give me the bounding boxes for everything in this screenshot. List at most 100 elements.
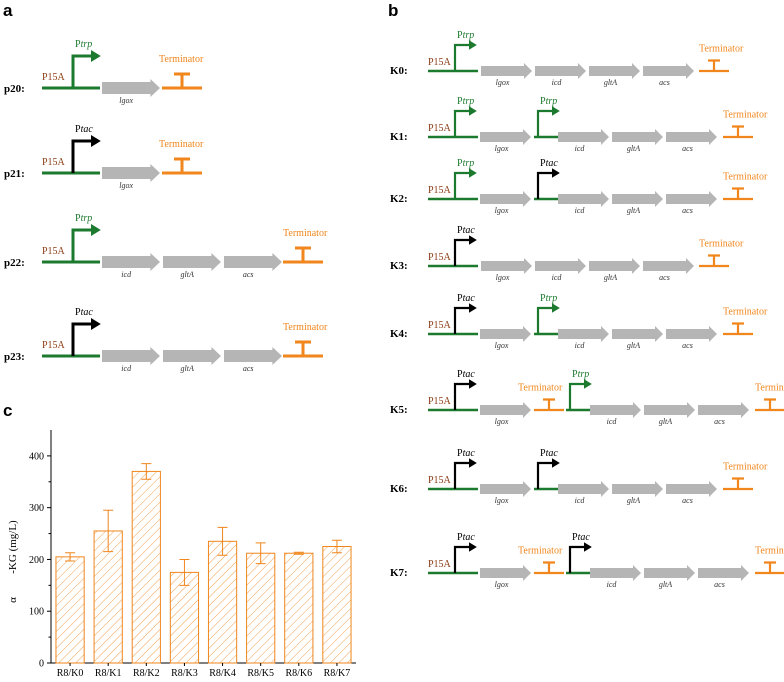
terminator-symbol	[723, 322, 753, 336]
gene-arrow-icd	[558, 481, 609, 497]
gene-arrow-acs	[698, 565, 749, 581]
gene-label-lgox: lgox	[495, 144, 509, 153]
gene-arrow-lgox	[102, 164, 160, 182]
promoter-tac-line	[536, 461, 552, 489]
promoter-trp-line	[568, 382, 584, 410]
y-tick-label: 100	[29, 607, 44, 618]
gene-label-lgox: lgox	[495, 496, 509, 505]
promoter-trp-arrowhead	[91, 50, 101, 62]
construct-p20: p20: P15A Ptrp lgox Terminator	[4, 39, 204, 105]
x-tick-label-R8/K5: R8/K5	[247, 668, 274, 679]
x-tick-label-R8/K3: R8/K3	[171, 668, 198, 679]
gene-arrow-gltA	[612, 129, 663, 145]
gene-arrow-gltA	[612, 481, 663, 497]
gene-arrow-gltA	[163, 253, 221, 271]
terminator-symbol	[162, 157, 202, 175]
bar-R8/K2	[131, 470, 161, 664]
p15a-label: P15A	[428, 252, 452, 263]
promoter-trp-label: Ptrp	[75, 39, 92, 50]
promoter-tac-line	[71, 322, 91, 356]
promoter-trp-arrowhead	[469, 40, 477, 50]
construct-name: K2:	[390, 193, 408, 205]
gene-label-icd: icd	[575, 341, 586, 350]
promoter-tac-label: Ptac	[75, 124, 93, 135]
panel-b: K0: P15A Ptrp lgox icd gltA acs Terminator K1: P1…	[390, 30, 784, 589]
gene-arrow-icd	[590, 402, 641, 418]
terminator-label: Terminator	[283, 322, 328, 333]
terminator-symbol	[755, 561, 784, 575]
p15a-label: P15A	[428, 396, 452, 407]
panel-label-b: b	[388, 1, 398, 20]
gene-label-lgox: lgox	[119, 181, 133, 190]
promoter-tac-arrowhead	[584, 542, 592, 552]
promoter-trp-arrowhead	[552, 303, 560, 313]
panel-label-c: c	[3, 401, 12, 420]
construct-K4: K4: P15A Ptac lgox Ptrp icd gltA acs Terminator	[390, 293, 768, 350]
promoter-tac-label: Ptac	[540, 158, 558, 169]
promoter-tac-line	[453, 461, 469, 489]
terminator-label: Terminator	[723, 462, 768, 473]
gene-arrow-icd	[590, 565, 641, 581]
y-tick-label: 300	[29, 503, 44, 514]
gene-label-icd: icd	[575, 206, 586, 215]
terminator-label: Terminator	[699, 44, 744, 55]
gene-label-gltA: gltA	[181, 270, 194, 279]
gene-arrow-icd	[558, 326, 609, 342]
promoter-tac-line	[453, 306, 469, 334]
gene-label-icd: icd	[121, 270, 132, 279]
terminator-label: Terminator	[723, 110, 768, 121]
promoter-tac-label: Ptac	[457, 448, 475, 459]
gene-label-lgox: lgox	[495, 580, 509, 589]
gene-label-icd: icd	[552, 273, 563, 282]
construct-name: K5:	[390, 404, 408, 416]
terminator-label: Terminator	[518, 383, 563, 394]
bar-R8/K6	[284, 552, 314, 664]
terminator-symbol	[283, 340, 323, 358]
gene-label-acs: acs	[659, 78, 670, 87]
promoter-trp-label: Ptrp	[572, 369, 589, 380]
construct-K6: K6: P15A Ptac lgox Ptac icd gltA acs Terminator	[390, 448, 768, 505]
promoter-trp-arrowhead	[584, 379, 592, 389]
terminator-label: Terminator	[283, 228, 328, 239]
terminator-symbol	[723, 477, 753, 491]
p15a-label: P15A	[428, 320, 452, 331]
gene-label-gltA: gltA	[627, 206, 640, 215]
promoter-tac-line	[453, 238, 469, 266]
panel-label-a: a	[3, 1, 13, 20]
construct-K5: K5: P15A Ptac lgox Terminator Ptrp icd gltA acs T…	[390, 369, 784, 426]
construct-p23: p23: P15A Ptac icd gltA acs Terminator	[4, 307, 328, 373]
panel-c-chart: 0 100 200 300 400 R8/K0 R8/K1 R8/K2 R8/K3 R8/K4 R8…	[7, 430, 356, 679]
terminator-symbol	[755, 398, 784, 412]
gene-arrow-gltA	[589, 258, 640, 274]
gene-label-gltA: gltA	[627, 496, 640, 505]
gene-arrow-acs	[666, 326, 717, 342]
bar-R8/K0	[55, 556, 85, 664]
gene-label-acs: acs	[243, 364, 254, 373]
gene-label-lgox: lgox	[495, 417, 509, 426]
promoter-tac-label: Ptac	[457, 532, 475, 543]
promoter-tac-label: Ptac	[457, 369, 475, 380]
gene-arrow-gltA	[589, 63, 640, 79]
error-bar-R8/K6	[293, 551, 304, 555]
promoter-tac-arrowhead	[552, 168, 560, 178]
panel-a: p20: P15A Ptrp lgox Terminator p21: P15A Ptac lg…	[4, 39, 328, 373]
promoter-tac-arrowhead	[469, 458, 477, 468]
construct-name: K7:	[390, 567, 408, 579]
construct-K3: K3: P15A Ptac lgox icd gltA acs Terminator	[390, 225, 744, 282]
gene-label-icd: icd	[121, 364, 132, 373]
terminator-label: Terminator	[755, 383, 784, 394]
promoter-trp-label: Ptrp	[457, 30, 474, 41]
promoter-tac-arrowhead	[469, 379, 477, 389]
promoter-tac-label: Ptac	[457, 225, 475, 236]
y-axis-title: -KG (mg/L)	[7, 520, 19, 574]
gene-label-gltA: gltA	[181, 364, 194, 373]
gene-label-lgox: lgox	[495, 341, 509, 350]
promoter-trp-line	[453, 43, 469, 71]
promoter-tac-arrowhead	[91, 318, 101, 330]
gene-arrow-acs	[224, 253, 282, 271]
gene-label-gltA: gltA	[604, 273, 617, 282]
terminator-label: Terminator	[755, 546, 784, 557]
construct-name: K6:	[390, 483, 408, 495]
construct-p21: p21: P15A Ptac lgox Terminator	[4, 124, 204, 190]
